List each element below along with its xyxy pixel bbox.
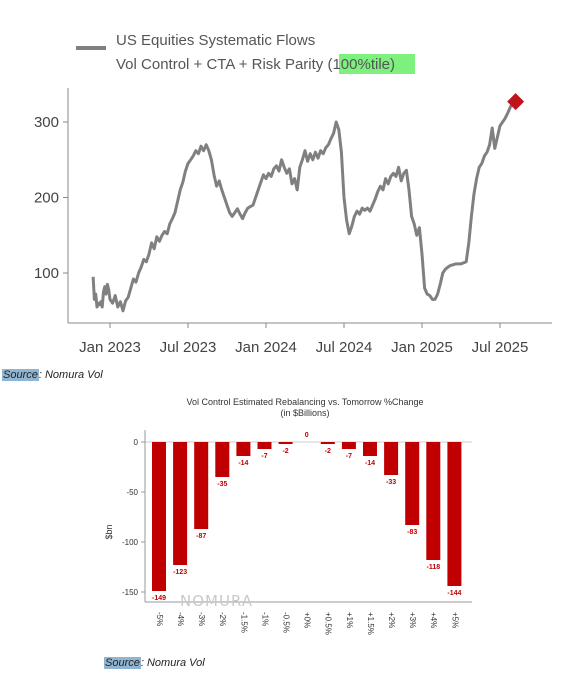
bar-chart-title: Vol Control Estimated Rebalancing vs. To…: [187, 397, 424, 407]
bar-category-label: -1.5%: [239, 612, 248, 633]
bar-chart-subtitle: (in $Billions): [280, 408, 329, 418]
bar: [236, 442, 251, 456]
bar-value-label: -149: [152, 595, 166, 602]
bar: [341, 442, 356, 449]
x-tick-label: Jul 2024: [316, 339, 373, 356]
line-chart-legend: US Equities Systematic Flows Vol Control…: [76, 32, 415, 74]
bar-value-label: -33: [386, 479, 396, 486]
bar-category-label: -3%: [197, 612, 206, 626]
bar-category-label: -5%: [155, 612, 164, 626]
bar: [320, 442, 335, 444]
bar: [257, 442, 272, 449]
bar-value-label: -118: [426, 564, 440, 571]
bar-category-label: -2%: [218, 612, 227, 626]
source-label: Source: [104, 657, 141, 669]
bar-category-label: +1%: [345, 612, 354, 628]
bar: [405, 442, 420, 525]
bar-value-label: -2: [325, 448, 331, 455]
y-tick-label: 100: [34, 265, 59, 282]
bar-y-tick-label: -50: [126, 488, 138, 497]
bar-value-label: -35: [217, 481, 227, 488]
bar-category-label: +0.5%: [324, 612, 333, 635]
source-text: : Nomura Vol: [38, 369, 103, 381]
legend-highlight-box: [339, 54, 415, 74]
y-tick-label: 200: [34, 190, 59, 207]
x-tick-label: Jan 2025: [391, 339, 453, 356]
bar-value-label: -14: [238, 460, 248, 467]
bar-y-tick-label: -100: [122, 538, 139, 547]
bar-category-label: -0.5%: [281, 612, 290, 633]
source-text: : Nomura Vol: [140, 657, 205, 669]
bar-y-tick-label: -150: [122, 588, 139, 597]
legend-line1: US Equities Systematic Flows: [116, 32, 315, 49]
source-label: Source: [2, 369, 39, 381]
x-tick-label: Jul 2023: [160, 339, 217, 356]
bar: [152, 442, 166, 591]
bar: [215, 442, 230, 477]
bar-value-label: -87: [196, 533, 206, 540]
bar: [447, 442, 462, 586]
bar-category-label: -1%: [260, 612, 269, 626]
bar-value-label: -2: [282, 448, 288, 455]
bar-category-label: +3%: [408, 612, 417, 628]
bar-value-label: -14: [365, 460, 375, 467]
series-line: [91, 102, 515, 313]
y-axis-label: $bn: [104, 524, 114, 539]
bar-value-label: -7: [346, 453, 352, 460]
nomura-watermark: NOMURA: [180, 592, 254, 610]
bar-category-label: +2%: [387, 612, 396, 628]
bar-category-label: +5%: [450, 612, 459, 628]
systematic-flows-line-chart: US Equities Systematic Flows Vol Control…: [34, 32, 552, 356]
bar: [194, 442, 209, 529]
legend-line2: Vol Control + CTA + Risk Parity (100%til…: [116, 56, 395, 73]
bar: [363, 442, 377, 456]
bar-value-label: -123: [173, 569, 187, 576]
x-tick-label: Jan 2023: [79, 339, 141, 356]
y-tick-label: 300: [34, 114, 59, 131]
bar: [173, 442, 188, 565]
bar-category-label: +4%: [429, 612, 438, 628]
x-tick-label: Jul 2025: [472, 339, 529, 356]
bar-category-label: +0%: [303, 612, 312, 628]
source-note-1: Source: Nomura Vol: [2, 369, 103, 381]
bar-y-tick-label: 0: [134, 438, 139, 447]
bar-value-label: -83: [407, 529, 417, 536]
bar-category-label: +1.5%: [366, 612, 375, 635]
x-tick-label: Jan 2024: [235, 339, 297, 356]
bar-value-label: -144: [447, 590, 461, 597]
bar-category-label: -4%: [176, 612, 185, 626]
bar: [278, 442, 293, 444]
bar-value-label: -7: [261, 453, 267, 460]
source-note-2: Source: Nomura Vol: [104, 657, 205, 669]
bar-value-label: 0: [305, 432, 309, 439]
rebalancing-bar-chart: Vol Control Estimated Rebalancing vs. To…: [104, 397, 472, 635]
bar: [384, 442, 399, 475]
bar: [426, 442, 441, 560]
